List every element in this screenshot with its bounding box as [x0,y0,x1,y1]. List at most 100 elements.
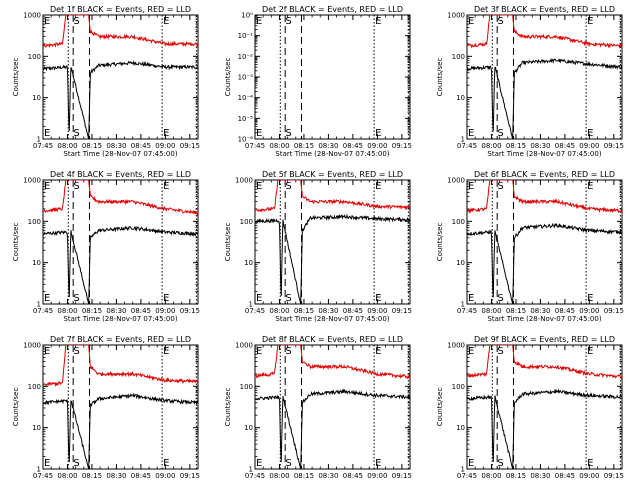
series-line-events [255,388,410,469]
panel-title: Det 1f BLACK = Events, RED = LLD [50,5,191,14]
x-tick-label: 08:30 [106,472,126,480]
x-tick-label: 09:15 [604,307,624,315]
x-tick-label: 09:00 [367,142,387,150]
y-tick-label: 1 [37,301,41,309]
y-axis-label: Counts/sec [436,388,444,427]
x-axis-label: Start Time (28-Nov-07 07:45:00) [275,315,389,323]
y-tick-label: 100 [452,218,465,226]
event-marker-label: E [375,16,381,27]
x-tick-label: 09:15 [180,307,200,315]
panel-det-1: Det 1f BLACK = Events, RED = LLD 1 10 100 10… [12,5,200,158]
event-marker-label: E [163,293,169,304]
panel-title: Det 8f BLACK = Events, RED = LLD [262,335,403,344]
x-tick-label: 08:45 [555,142,575,150]
y-axis-label: Counts/sec [12,58,20,97]
y-tick-label: 1000 [447,342,465,350]
x-tick-label: 09:00 [155,142,175,150]
x-tick-label: 08:30 [530,307,550,315]
x-tick-label: 09:15 [392,472,412,480]
x-tick-label: 08:45 [343,307,363,315]
x-tick-label: 07:45 [457,142,477,150]
event-marker-label: E [44,293,50,304]
y-tick-label: 100 [28,53,41,61]
x-tick-label: 08:15 [294,472,314,480]
series-line-events [467,222,622,304]
event-marker-label: E [163,458,169,469]
x-tick-label: 07:45 [245,472,265,480]
y-tick-label: 100 [240,383,253,391]
plot-frame [42,344,199,470]
event-marker-label: E [256,16,262,27]
x-tick-label: 08:00 [481,472,501,480]
y-tick-label: 10 [32,259,41,267]
y-tick-label: 10⁻² [238,53,254,61]
x-tick-label: 08:45 [131,142,151,150]
y-tick-label: 1 [249,301,253,309]
event-marker-label: E [163,16,169,27]
panel-det-8: Det 8f BLACK = Events, RED = LLD 1 10 100 10… [224,335,412,480]
event-marker-label: E [44,458,50,469]
x-tick-label: 07:45 [245,142,265,150]
event-marker-label: E [375,458,381,469]
series-line-lld [43,180,198,216]
series-line-lld [467,180,622,214]
x-axis-label: Start Time (28-Nov-07 07:45:00) [275,150,389,158]
y-tick-label: 100 [240,218,253,226]
x-tick-label: 07:45 [33,307,53,315]
event-marker-label: E [375,181,381,192]
event-marker-label: E [256,181,262,192]
y-tick-label: 100 [452,383,465,391]
y-tick-label: 1 [461,301,465,309]
series-line-events [467,388,622,469]
panel-title: Det 6f BLACK = Events, RED = LLD [474,170,615,179]
event-marker-label: E [256,128,262,139]
event-marker-label: E [587,346,593,357]
event-marker-label: S [73,181,79,192]
y-tick-label: 10 [32,424,41,432]
x-tick-label: 08:15 [82,307,102,315]
panel-title: Det 2f BLACK = Events, RED = LLD [262,5,403,14]
panel-det-4: Det 4f BLACK = Events, RED = LLD 1 10 100 10… [12,170,200,323]
panel-det-3: Det 3f BLACK = Events, RED = LLD 1 10 100 10… [436,5,624,158]
y-tick-label: 10⁻³ [238,74,254,82]
x-tick-label: 09:00 [579,307,599,315]
x-tick-label: 08:15 [294,142,314,150]
event-marker-label: S [285,346,291,357]
y-tick-label: 100 [452,53,465,61]
event-marker-label: E [587,293,593,304]
y-tick-label: 100 [28,383,41,391]
series-line-lld [43,15,198,49]
x-tick-label: 08:00 [481,307,501,315]
y-tick-label: 10 [244,424,253,432]
y-axis-label: Counts/sec [12,223,20,262]
x-tick-label: 08:15 [506,307,526,315]
series-line-events [43,392,198,469]
event-marker-label: S [497,181,503,192]
x-tick-label: 08:00 [481,142,501,150]
x-tick-label: 08:45 [343,142,363,150]
plot-frame [42,14,199,140]
event-marker-label: E [468,293,474,304]
x-axis-label: Start Time (28-Nov-07 07:45:00) [63,315,177,323]
y-tick-label: 10⁰ [241,12,253,20]
plot-frame [42,179,199,305]
x-tick-label: 08:45 [555,472,575,480]
x-tick-label: 09:15 [180,142,200,150]
x-tick-label: 09:00 [155,472,175,480]
x-tick-label: 07:45 [33,142,53,150]
plot-frame [466,14,623,140]
x-tick-label: 07:45 [457,472,477,480]
y-tick-label: 1 [461,466,465,474]
plot-frame [254,179,411,305]
x-tick-label: 08:15 [82,142,102,150]
event-marker-label: E [468,16,474,27]
y-tick-label: 10 [456,94,465,102]
x-tick-label: 08:45 [555,307,575,315]
x-tick-label: 08:15 [294,307,314,315]
event-marker-label: E [44,128,50,139]
series-line-events [467,57,622,139]
event-marker-label: E [163,128,169,139]
panel-det-2: Det 2f BLACK = Events, RED = LLD 10⁻⁶ 10⁻⁵… [224,5,412,158]
event-marker-label: E [44,181,50,192]
